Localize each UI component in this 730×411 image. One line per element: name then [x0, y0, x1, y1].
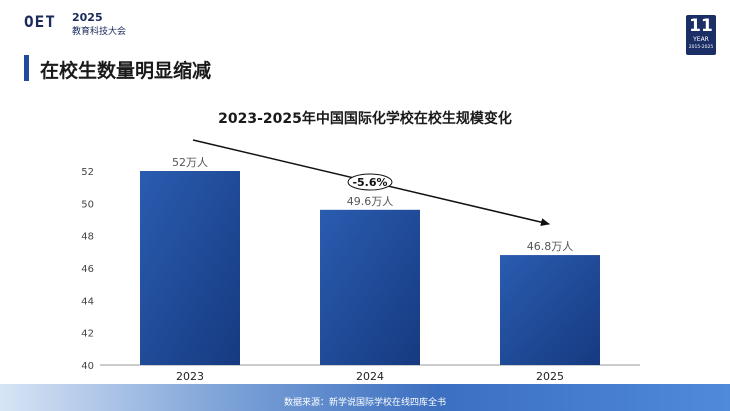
x-tick-label: 2024: [356, 370, 384, 383]
bar-value-label: 46.8万人: [527, 240, 574, 253]
x-tick-label: 2025: [536, 370, 564, 383]
y-tick-label: 40: [81, 361, 94, 372]
footer-band: [0, 384, 730, 411]
bar-2023: [140, 171, 240, 365]
title-accent-bar: [24, 55, 29, 81]
page-title: 在校生数量明显缩减: [40, 60, 212, 82]
y-tick-label: 48: [81, 232, 94, 243]
logo-subtitle: 教育科技大会: [72, 27, 127, 37]
logo-year: 2025: [72, 11, 103, 24]
bar-2025: [500, 255, 600, 365]
badge-number: 11: [689, 16, 713, 36]
y-tick-label: 44: [81, 296, 94, 307]
bar-value-label: 52万人: [172, 156, 208, 169]
chart-title: 2023-2025年中国国际化学校在校生规模变化: [218, 110, 512, 127]
badge-range: 2015-2025: [688, 45, 714, 50]
bar-2024: [320, 209, 420, 365]
data-source-note: 数据来源：新学说国际学校在线四库全书: [283, 398, 446, 408]
y-tick-label: 52: [81, 167, 94, 178]
anniversary-badge: 11 YEAR 2015-2025: [686, 15, 716, 55]
logo-wordmark: OET: [24, 12, 56, 31]
y-tick-label: 50: [81, 199, 94, 210]
trend-badge: [347, 173, 393, 191]
conference-logo: OET 2025 教育科技大会: [24, 10, 134, 37]
x-tick-label: 2023: [176, 370, 204, 383]
trend-change-label: -5.6%: [352, 176, 387, 189]
bar-value-label: 49.6万人: [347, 195, 394, 208]
y-tick-label: 46: [81, 264, 94, 275]
y-tick-label: 42: [81, 329, 94, 340]
badge-label: YEAR: [693, 36, 709, 43]
bar-chart: 2023-2025年中国国际化学校在校生规模变化 40 42 44 46 48 50 52 2…: [81, 110, 640, 383]
